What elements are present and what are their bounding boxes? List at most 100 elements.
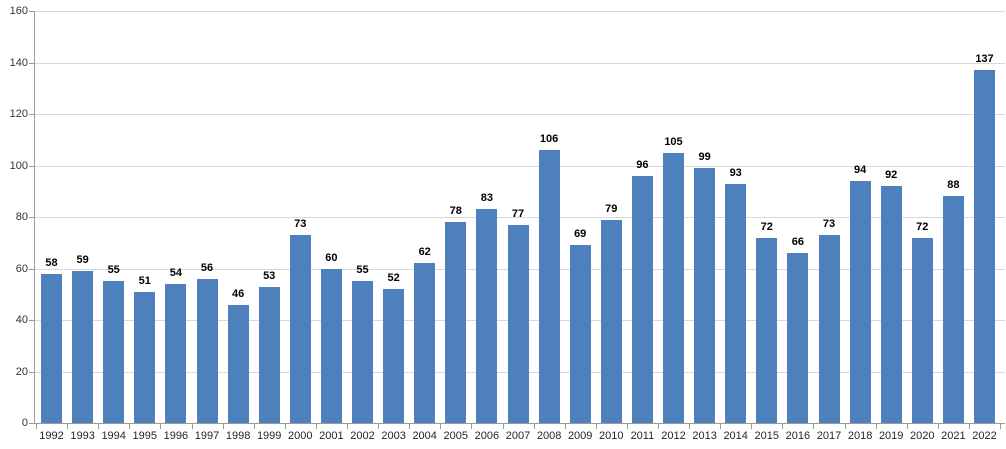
bar-value-label: 58 <box>45 256 58 269</box>
x-axis-tick-label: 2007 <box>505 430 531 442</box>
bar <box>320 268 342 423</box>
x-axis-tick-label: 2004 <box>412 430 437 442</box>
y-axis-tick-mark <box>29 269 34 270</box>
gridline <box>34 166 1005 167</box>
bar <box>383 289 405 423</box>
x-axis-tick-label: 2002 <box>350 430 375 442</box>
y-axis-tick-mark <box>29 11 34 12</box>
x-axis-tick-mark <box>875 424 877 429</box>
bar-value-label: 73 <box>294 218 307 230</box>
x-axis-tick-mark <box>1000 424 1001 429</box>
x-axis-tick-mark <box>222 424 224 429</box>
bar <box>196 278 218 423</box>
bar <box>227 304 249 423</box>
bar-value-label: 54 <box>169 266 183 279</box>
bar-value-label: 55 <box>356 264 369 277</box>
bar <box>974 70 995 423</box>
x-axis-tick-label: 2008 <box>536 430 562 442</box>
bar <box>414 263 436 423</box>
gridline <box>34 217 1005 218</box>
bar <box>849 180 871 423</box>
y-axis-tick-label: 140 <box>9 57 28 69</box>
x-axis-tick-label: 1992 <box>39 430 64 442</box>
x-axis-tick-label: 2021 <box>941 430 966 442</box>
bar-value-label: 79 <box>605 202 618 215</box>
y-axis-tick-mark <box>29 423 34 424</box>
x-axis-tick-label: 2014 <box>723 430 748 442</box>
y-axis-line <box>34 11 35 424</box>
x-axis-tick-mark <box>253 424 255 429</box>
x-axis-tick-mark <box>844 424 846 429</box>
y-axis-tick-mark <box>29 372 34 373</box>
bar <box>538 150 560 423</box>
bar <box>663 152 684 423</box>
x-axis-tick-mark <box>813 424 815 429</box>
x-axis-tick-mark <box>720 424 722 429</box>
x-axis-tick-mark <box>564 424 566 429</box>
x-axis-tick-mark <box>284 424 286 429</box>
x-axis-tick-label: 2017 <box>816 430 842 442</box>
y-axis-tick-mark <box>29 63 34 64</box>
y-axis-tick-label: 160 <box>9 5 28 17</box>
x-axis-tick-label: 1996 <box>163 430 189 442</box>
x-axis-tick-mark <box>502 424 504 429</box>
x-axis-tick-mark <box>191 424 193 429</box>
bar-value-label: 46 <box>231 287 245 300</box>
x-axis-tick-mark <box>657 424 659 429</box>
x-axis-tick-label: 2005 <box>443 430 469 442</box>
bar <box>445 222 467 423</box>
bar-value-label: 92 <box>885 169 898 182</box>
y-axis-tick-label: 60 <box>15 263 28 275</box>
bar <box>942 196 964 423</box>
bar <box>725 183 747 423</box>
bar <box>880 186 902 423</box>
x-axis-tick-mark <box>968 424 970 429</box>
gridline <box>34 63 1005 64</box>
y-axis-tick-mark <box>29 114 34 115</box>
bar-value-label: 73 <box>822 218 836 230</box>
x-axis-tick-label: 2006 <box>474 430 500 442</box>
bar <box>818 235 840 423</box>
x-axis-tick-mark <box>751 424 753 429</box>
bar-value-label: 56 <box>200 261 214 274</box>
x-axis-tick-label: 1998 <box>225 430 251 442</box>
x-axis-tick-mark <box>440 424 442 429</box>
x-axis-tick-mark <box>937 424 939 429</box>
bar-value-label: 96 <box>636 158 649 171</box>
bar-value-label: 137 <box>975 53 994 66</box>
x-axis-tick-label: 2000 <box>288 430 313 442</box>
bar <box>352 281 373 423</box>
bar-value-label: 106 <box>539 133 559 146</box>
x-axis-tick-label: 1999 <box>256 430 282 442</box>
x-axis-tick-label: 2010 <box>599 430 624 442</box>
bar-value-label: 59 <box>76 254 89 267</box>
x-axis-tick-label: 2022 <box>972 430 997 442</box>
y-axis-tick-mark <box>29 217 34 218</box>
y-axis-tick-label: 120 <box>9 108 28 120</box>
x-axis-tick-label: 1993 <box>70 430 95 442</box>
x-axis-tick-label: 2019 <box>878 430 904 442</box>
bar-value-label: 52 <box>387 272 400 285</box>
bar-value-label: 78 <box>449 205 462 218</box>
x-axis-tick-mark <box>67 424 69 429</box>
bar-value-label: 69 <box>574 228 587 241</box>
bar <box>41 273 62 423</box>
x-axis-tick-label: 2013 <box>692 430 717 442</box>
bar-value-label: 88 <box>947 179 960 192</box>
bar <box>600 219 622 423</box>
bar <box>165 283 187 423</box>
x-axis-tick-label: 2020 <box>910 430 935 442</box>
x-axis-tick-mark <box>471 424 473 429</box>
bar <box>569 245 591 423</box>
x-axis-tick-mark <box>782 424 784 429</box>
x-axis-tick-mark <box>378 424 380 429</box>
bar-value-label: 77 <box>511 207 525 220</box>
y-axis-tick-label: 20 <box>15 366 28 378</box>
bar-value-label: 93 <box>729 166 742 179</box>
x-axis-tick-mark <box>689 424 690 429</box>
y-axis-tick-label: 40 <box>15 314 28 326</box>
x-axis-tick-label: 2003 <box>381 430 406 442</box>
x-axis-line <box>34 423 1005 424</box>
x-axis-tick-mark <box>315 424 317 429</box>
